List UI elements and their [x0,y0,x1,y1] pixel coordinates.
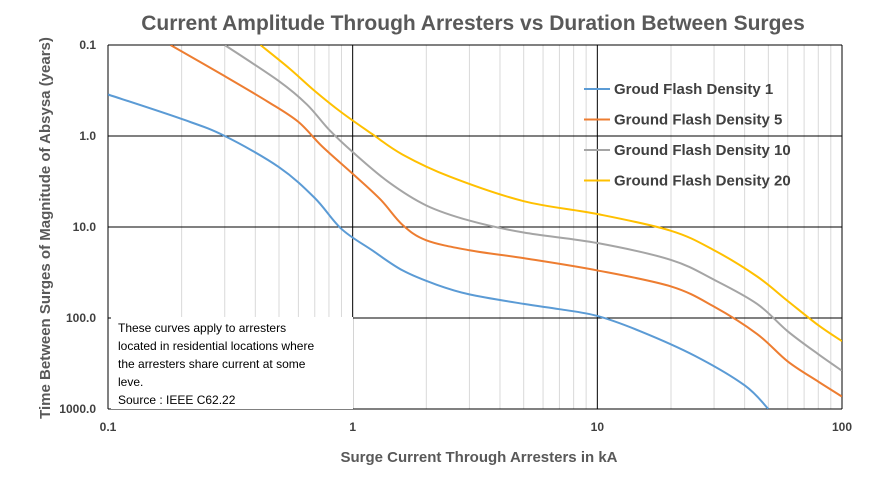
annotation-line: Source : IEEE C62.22 [118,393,236,407]
legend-label: Ground Flash Density 5 [614,112,782,129]
annotation-line: the arresters share current at some [118,357,306,371]
x-axis-title: Surge Current Through Arresters in kA [341,449,618,466]
x-tick-label: 100 [832,420,852,434]
annotation-line: leve. [118,375,143,389]
series-line-1 [108,93,770,409]
legend: Groud Flash Density 1 Ground Flash Densit… [584,81,791,190]
series-lines [108,45,842,409]
legend-label: Ground Flash Density 10 [614,142,791,159]
y-tick-label: 100.0 [66,311,96,325]
annotation-line: These curves apply to arresters [118,321,286,335]
x-tick-label: 0.1 [100,420,117,434]
y-tick-label: 1000.0 [59,402,96,416]
x-tick-label: 10 [591,420,605,434]
x-tick-label: 1 [349,420,356,434]
y-tick-label: 0.1 [79,38,96,52]
y-axis-title: Time Between Surges of Magnitude of Absy… [37,37,54,419]
tick-labels: 0.1 1 10 100 0.1 1.0 10.0 100.0 1000.0 [59,38,852,434]
annotation-box: These curves apply to arresters located i… [111,317,353,409]
y-tick-label: 1.0 [79,129,96,143]
series-line-3 [224,45,842,372]
legend-label: Ground Flash Density 20 [614,173,791,190]
series-line-2 [169,45,842,398]
series-line-4 [259,45,842,343]
y-tick-label: 10.0 [73,220,97,234]
chart-title: Current Amplitude Through Arresters vs D… [141,12,805,35]
legend-label: Groud Flash Density 1 [614,81,773,98]
annotation-line: located in residential locations where [118,339,314,353]
annotation-background [111,317,353,409]
